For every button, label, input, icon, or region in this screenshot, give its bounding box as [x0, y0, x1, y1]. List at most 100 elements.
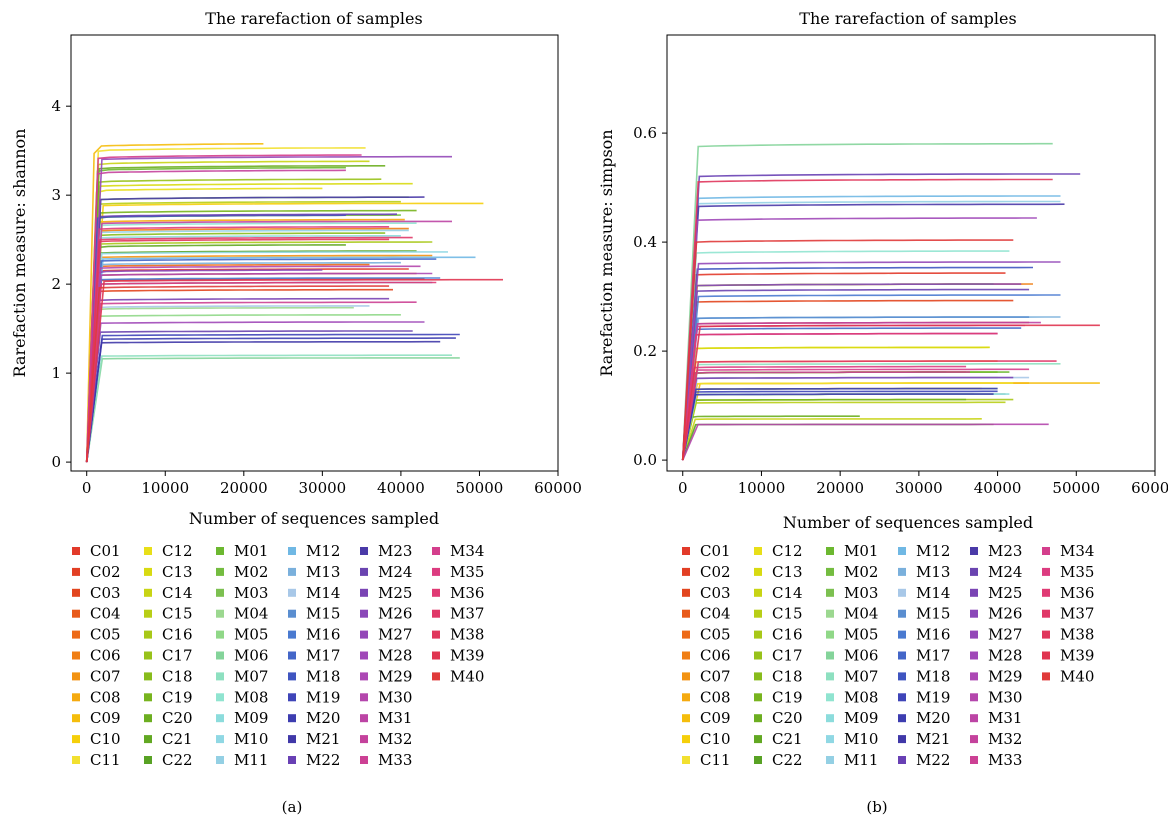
legend-swatch [72, 567, 80, 576]
legend-swatch [754, 651, 762, 660]
series-line-m05 [85, 313, 401, 463]
legend-item-c12: C12 [754, 542, 803, 560]
legend-label: M39 [450, 647, 484, 665]
x-tick-label: 20000 [816, 479, 864, 497]
legend-swatch [360, 651, 368, 660]
legend-swatch [360, 672, 368, 681]
series-line-m12 [85, 256, 476, 463]
legend-label: M23 [988, 542, 1022, 560]
legend-swatch [72, 547, 80, 555]
panel-a-plot-area [70, 34, 559, 472]
legend-item-m16: M16 [898, 626, 950, 644]
legend-label: M20 [916, 709, 950, 727]
legend-swatch [898, 714, 906, 723]
legend-item-m27: M27 [360, 626, 412, 644]
legend-item-m23: M23 [970, 542, 1022, 560]
y-tick-label: 0.2 [633, 342, 657, 360]
legend-swatch [826, 547, 834, 555]
legend-item-m33: M33 [360, 751, 412, 769]
legend-item-m12: M12 [288, 542, 340, 560]
legend-label: C10 [90, 730, 121, 748]
legend-swatch [970, 567, 978, 576]
x-tick-label: 10000 [141, 479, 189, 497]
legend-swatch [1042, 567, 1050, 576]
legend-item-m08: M08 [826, 688, 878, 706]
legend-swatch [754, 630, 762, 639]
legend-item-m01: M01 [216, 542, 268, 560]
legend-label: M35 [1060, 563, 1094, 581]
legend-label: M31 [988, 709, 1022, 727]
series-line-c02 [85, 278, 425, 463]
series-line-c12 [85, 187, 323, 463]
legend-item-c09: C09 [682, 709, 731, 727]
legend-label: M18 [306, 667, 340, 685]
series-line-m06 [681, 142, 1053, 461]
legend-label: M36 [450, 584, 484, 602]
legend-swatch [970, 630, 978, 639]
legend-swatch [216, 651, 224, 660]
legend-swatch [970, 735, 978, 744]
series-line-m32 [681, 324, 1026, 461]
legend-item-m29: M29 [970, 667, 1022, 685]
legend-label: M10 [844, 730, 878, 748]
legend-swatch [216, 714, 224, 723]
y-tick-label: 1 [51, 364, 61, 382]
legend-item-m05: M05 [216, 626, 268, 644]
legend-swatch [970, 651, 978, 660]
series-line-c14 [85, 160, 370, 463]
series-line-m39 [681, 324, 1100, 461]
legend-swatch [72, 756, 80, 764]
series-line-m39 [85, 278, 503, 463]
panel-b-legend: C01 C02 C03 C04 C05 C06 C07 C08 C09 C10 C11 C12 C13 C… [682, 542, 1094, 769]
legend-swatch [144, 630, 152, 639]
series-line-m24 [681, 288, 1030, 461]
legend-item-m27: M27 [970, 626, 1022, 644]
legend-swatch [826, 609, 834, 618]
legend-item-m36: M36 [1042, 584, 1094, 602]
series-line-m35 [681, 365, 967, 461]
legend-item-m02: M02 [216, 563, 268, 581]
series-line-m12 [681, 195, 1061, 461]
series-line-c16 [85, 241, 433, 463]
legend-label: C22 [772, 751, 803, 769]
panel-b-label: (b) [866, 798, 887, 816]
legend-label: C04 [90, 605, 121, 623]
series-line-m09 [85, 235, 401, 463]
legend-item-m31: M31 [360, 709, 412, 727]
series-line-m37 [85, 236, 413, 463]
legend-label: M02 [234, 563, 268, 581]
legend-item-c10: C10 [682, 730, 731, 748]
legend-swatch [72, 609, 80, 618]
legend-swatch [898, 609, 906, 618]
legend-swatch [144, 609, 152, 618]
legend-swatch [826, 756, 834, 764]
legend-label: M24 [378, 563, 412, 581]
legend-swatch [682, 567, 690, 576]
legend-label: C07 [90, 667, 121, 685]
legend-swatch [144, 651, 152, 660]
legend-swatch [1042, 672, 1050, 681]
legend-swatch [288, 693, 296, 702]
panel-b-y-ticks: 0.0 0.2 0.4 0.6 [633, 124, 667, 469]
series-line-m01 [85, 166, 346, 463]
series-line-m30 [85, 265, 421, 463]
series-line-m09 [681, 393, 1010, 461]
legend-swatch [360, 567, 368, 576]
legend-item-m40: M40 [1042, 667, 1094, 685]
series-line-m14 [85, 305, 370, 463]
x-tick-label: 40000 [377, 479, 425, 497]
legend-item-m17: M17 [288, 647, 340, 665]
legend-swatch [216, 735, 224, 744]
legend-swatch [754, 756, 762, 764]
legend-label: M09 [234, 709, 268, 727]
legend-item-c18: C18 [144, 667, 193, 685]
legend-swatch [970, 714, 978, 723]
panel-b-y-axis-label: Rarefaction measure: simpson [597, 129, 616, 376]
legend-item-m21: M21 [898, 730, 950, 748]
x-tick-label: 0 [82, 479, 92, 497]
legend-label: M18 [916, 667, 950, 685]
panel-b: The rarefaction of samples 0 10000 20000 30… [597, 9, 1168, 816]
legend-swatch [1042, 651, 1050, 660]
legend-label: M14 [306, 584, 340, 602]
